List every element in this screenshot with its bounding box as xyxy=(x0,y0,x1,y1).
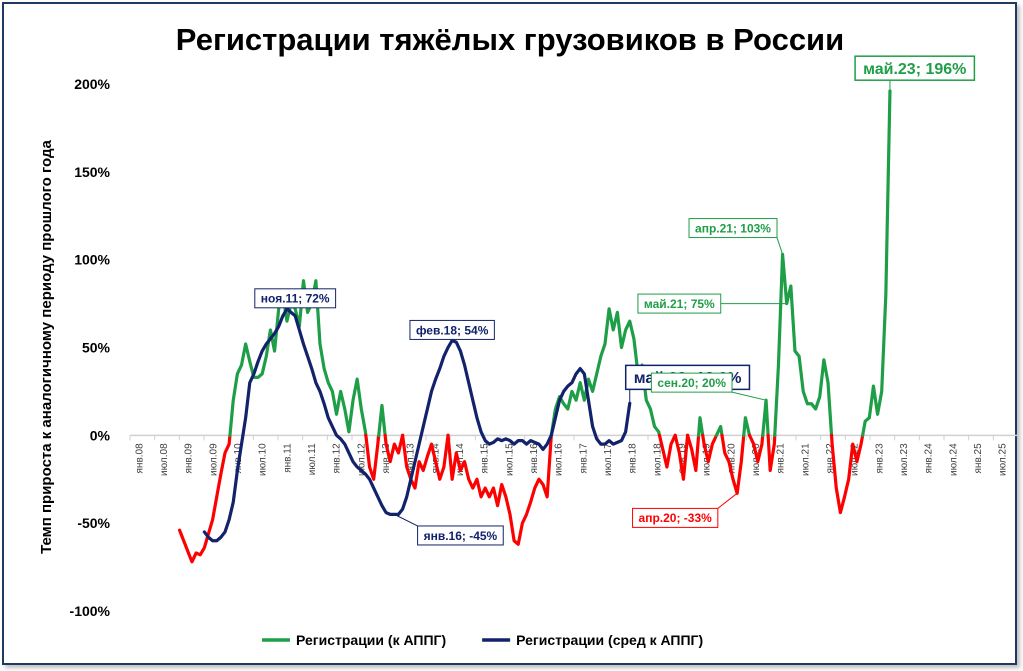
x-tick-label: янв.18 xyxy=(628,443,639,474)
callout-label: фев.18; 54% xyxy=(416,323,489,337)
x-tick-label: янв.11 xyxy=(282,443,293,473)
callout-leader xyxy=(731,391,767,401)
series-registrations-line xyxy=(714,424,724,437)
x-tick-label: янв.23 xyxy=(874,443,885,474)
callout: сен.20; 20% xyxy=(650,372,767,401)
callout: апр.21; 103% xyxy=(688,218,784,255)
x-tick-label: июл.15 xyxy=(504,443,515,476)
y-tick-label: 100% xyxy=(74,252,110,268)
series-registrations-line xyxy=(696,416,705,437)
annotation-layer: ноя.11; 72% фев.18; 54% янв.16; -45% май.23… xyxy=(254,55,976,546)
callout-label: май.21; 75% xyxy=(644,297,715,311)
x-tick-label: июл.23 xyxy=(899,443,910,476)
callout-label: ноя.11; 72% xyxy=(261,292,330,306)
callout-label: янв.16; -45% xyxy=(424,529,498,543)
callout-box xyxy=(650,372,733,393)
series-registrations-line xyxy=(766,433,777,473)
x-tick-label: янв.15 xyxy=(480,443,491,474)
series-registrations-line xyxy=(377,403,387,437)
series-registrations-line xyxy=(861,89,892,437)
callout-leader xyxy=(394,513,418,527)
callout-label: май.23; 196% xyxy=(863,61,966,78)
series-registrations-line xyxy=(673,433,690,481)
x-tick-label: янв.16 xyxy=(529,443,540,474)
y-tick-label: 0% xyxy=(90,427,111,443)
callout: май.21; 75% xyxy=(637,293,787,314)
x-tick-label: июл.12 xyxy=(356,443,367,476)
x-tick-label: июл.21 xyxy=(800,443,811,476)
callout-box xyxy=(637,293,722,314)
y-tick-label: 50% xyxy=(82,340,111,356)
callout-box xyxy=(254,288,337,309)
x-tick-label: июл.16 xyxy=(554,443,565,476)
x-tick-label: июл.17 xyxy=(603,443,614,476)
x-tick-label: янв.24 xyxy=(924,443,935,474)
x-tick-label: июл.11 xyxy=(307,443,318,475)
series-registrations-line xyxy=(701,433,719,464)
callout-box xyxy=(632,507,719,528)
series-registrations-line xyxy=(773,252,834,437)
x-tick-label: янв.20 xyxy=(726,443,737,474)
series-registrations-line xyxy=(657,433,677,469)
y-tick-label: 200% xyxy=(74,76,110,92)
legend-label: Регистрации (к АППГ) xyxy=(296,632,446,648)
callout: май.23; 196% xyxy=(854,55,976,92)
x-tick-label: июл.25 xyxy=(998,443,1009,476)
y-tick-label: 150% xyxy=(74,164,110,180)
series-registrations-line xyxy=(685,433,701,473)
chart-title: Регистрации тяжёлых грузовиков в России xyxy=(176,22,844,57)
series-registrations-line xyxy=(829,433,865,515)
callout-box xyxy=(854,55,976,81)
y-tick-label: -100% xyxy=(70,603,111,619)
y-axis-label: Темп прироста к аналогичному периоду про… xyxy=(38,139,55,553)
x-tick-label: янв.09 xyxy=(184,443,195,474)
x-tick-label: янв.13 xyxy=(381,443,392,474)
series-registrations-line xyxy=(761,398,770,437)
callout-leader xyxy=(776,237,784,255)
x-tick-label: янв.17 xyxy=(578,443,589,474)
x-tick-label: янв.25 xyxy=(973,443,984,474)
x-tick-label: июл.10 xyxy=(258,443,269,476)
callout-label: апр.20; -33% xyxy=(639,511,713,525)
callout: фев.18; 54% xyxy=(409,319,495,341)
y-tick-label: -50% xyxy=(77,515,110,531)
callout-label: сен.20; 20% xyxy=(657,376,726,390)
x-axis-ticks: янв.08 июл.08 янв.09 июл.09 янв.10 июл.10 янв.… xyxy=(129,435,1009,476)
x-tick-label: янв.12 xyxy=(332,443,343,474)
series-average-line xyxy=(202,307,632,543)
x-tick-label: янв.08 xyxy=(134,443,145,474)
series-registrations-line xyxy=(742,416,752,437)
series-registrations-line xyxy=(177,433,232,564)
x-tick-label: июл.18 xyxy=(652,443,663,476)
x-tick-label: июл.24 xyxy=(948,443,959,476)
series-registrations-line xyxy=(720,433,746,495)
x-tick-label: янв.22 xyxy=(825,443,836,474)
callout: янв.16; -45% xyxy=(394,513,504,546)
series-registrations-line xyxy=(364,433,381,481)
callout-label: апр.21; 103% xyxy=(695,221,771,235)
series-registrations-line xyxy=(747,433,765,464)
x-tick-label: янв.19 xyxy=(677,443,688,474)
series-registrations-line xyxy=(383,433,405,464)
callout-box xyxy=(417,525,504,546)
x-tick-label: июл.14 xyxy=(455,443,466,476)
legend: Регистрации (к АППГ) Регистрации (сред к … xyxy=(262,632,703,648)
x-tick-label: июл.08 xyxy=(159,443,170,476)
x-tick-label: янв.21 xyxy=(776,443,787,474)
legend-label: Регистрации (сред к АППГ) xyxy=(516,632,703,648)
series-layer xyxy=(177,89,892,564)
callout-leader xyxy=(717,492,738,509)
callout-box xyxy=(409,319,495,340)
x-tick-label: июл.13 xyxy=(406,443,417,476)
callout: ноя.11; 72% xyxy=(254,288,337,309)
x-tick-label: июл.09 xyxy=(208,443,219,476)
series-registrations-line xyxy=(446,433,553,546)
y-axis: -100% -50% 0% 50% 100% 150% 200% xyxy=(70,76,111,619)
callout-box xyxy=(688,218,778,239)
callout: апр.20; -33% xyxy=(632,492,738,528)
